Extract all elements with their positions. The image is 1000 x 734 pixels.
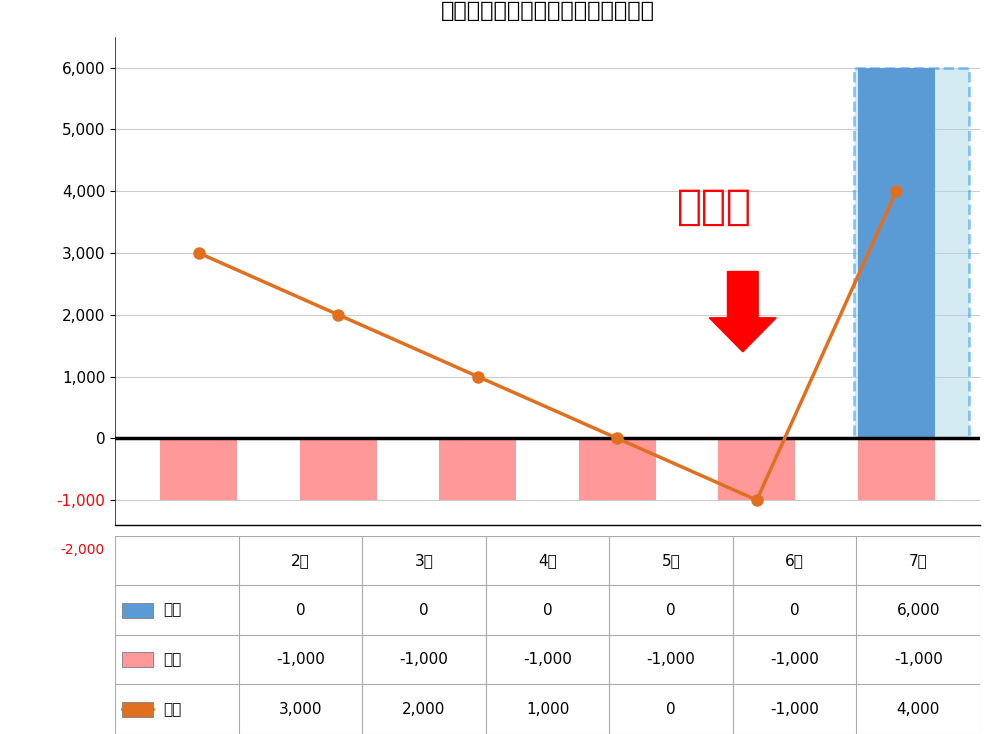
Text: 4,000: 4,000 — [897, 702, 940, 716]
Text: 0: 0 — [666, 603, 676, 617]
Bar — [300, 438, 377, 500]
Text: 残高: 残高 — [163, 702, 181, 716]
Text: 0: 0 — [666, 702, 676, 716]
Bar — [858, 68, 935, 438]
Text: -1,000: -1,000 — [770, 653, 819, 667]
Text: -1,000: -1,000 — [894, 653, 943, 667]
Bar — [579, 438, 656, 500]
Bar — [160, 438, 237, 500]
Text: 0: 0 — [543, 603, 552, 617]
Text: 6月: 6月 — [785, 553, 804, 568]
Text: 3月: 3月 — [414, 553, 433, 568]
Text: 7月: 7月 — [909, 553, 928, 568]
Bar — [439, 438, 516, 500]
Text: 倒産！: 倒産！ — [677, 186, 752, 228]
Text: 入金: 入金 — [163, 603, 181, 617]
Text: -1,000: -1,000 — [276, 653, 325, 667]
Text: 4月: 4月 — [538, 553, 557, 568]
Text: -1,000: -1,000 — [523, 653, 572, 667]
Bar — [122, 702, 153, 716]
Text: 0: 0 — [419, 603, 429, 617]
Text: -1,000: -1,000 — [647, 653, 696, 667]
Text: -1,000: -1,000 — [399, 653, 448, 667]
Bar — [122, 603, 153, 617]
Text: 1,000: 1,000 — [526, 702, 569, 716]
Text: 3,000: 3,000 — [279, 702, 322, 716]
Text: 2月: 2月 — [291, 553, 310, 568]
Bar — [858, 438, 935, 500]
Text: -1,000: -1,000 — [770, 702, 819, 716]
Text: -2,000: -2,000 — [61, 543, 105, 557]
Bar — [122, 653, 153, 667]
Text: 2,000: 2,000 — [402, 702, 446, 716]
Title: お客様からの支払いがなかった場合: お客様からの支払いがなかった場合 — [440, 1, 654, 21]
Bar — [718, 438, 795, 500]
Text: 6,000: 6,000 — [896, 603, 940, 617]
Text: 0: 0 — [790, 603, 799, 617]
Text: 0: 0 — [296, 603, 305, 617]
Text: 出金: 出金 — [163, 653, 181, 667]
FancyArrow shape — [709, 272, 776, 352]
Text: 5月: 5月 — [662, 553, 680, 568]
Bar — [854, 68, 969, 438]
